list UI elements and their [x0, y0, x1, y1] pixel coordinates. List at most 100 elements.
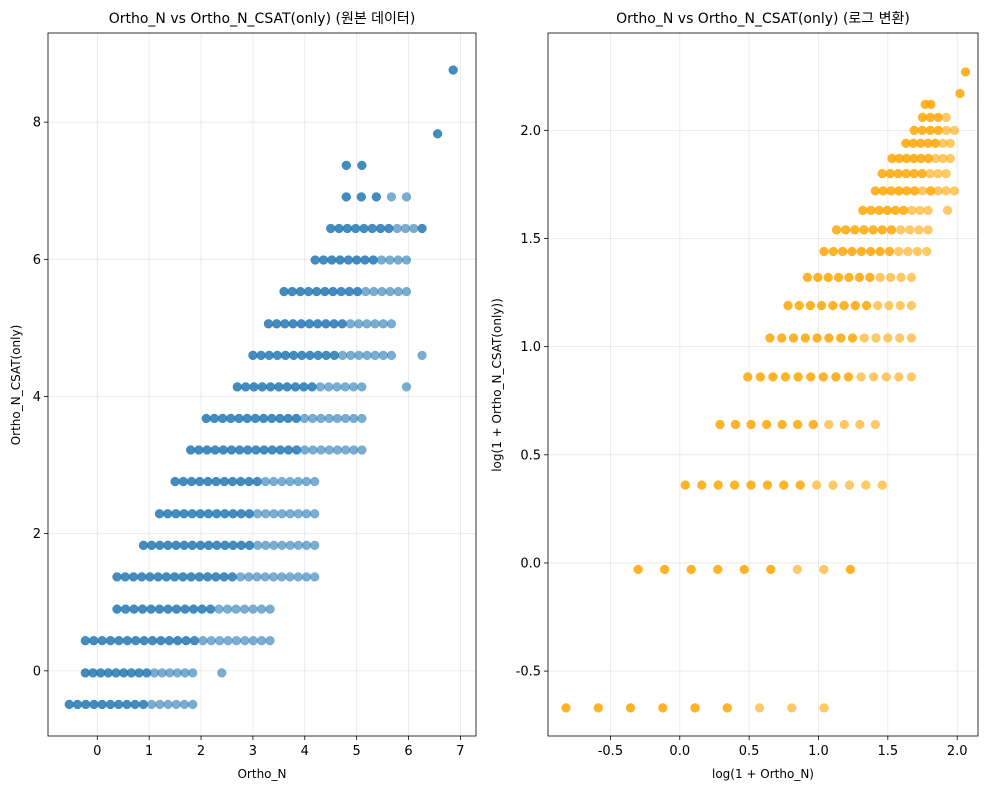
scatter-point [204, 540, 214, 550]
scatter-point [146, 604, 156, 614]
scatter-point [202, 445, 212, 455]
scatter-point [324, 382, 334, 392]
scatter-point [819, 246, 829, 257]
scatter-point [341, 160, 351, 170]
scatter-point [223, 636, 233, 646]
scatter-point [777, 419, 787, 430]
scatter-point [351, 223, 361, 234]
scatter-point [925, 125, 935, 135]
scatter-point [171, 509, 181, 519]
y-tick-label: 4 [33, 390, 41, 405]
scatter-point [256, 350, 266, 360]
scatter-point [926, 186, 936, 196]
scatter-point [359, 223, 369, 234]
scatter-point [828, 246, 838, 257]
scatter-point [843, 372, 854, 382]
scatter-point [260, 572, 270, 582]
scatter-point [188, 668, 198, 678]
scatter-point [340, 382, 350, 392]
scatter-point [295, 286, 305, 297]
scatter-point [945, 138, 955, 148]
scatter-point [291, 413, 301, 424]
scatter-point [730, 419, 741, 430]
scatter-point [283, 445, 294, 455]
scatter-point [163, 509, 173, 519]
scatter-point [209, 413, 220, 424]
scatter-point [274, 382, 284, 392]
scatter-point [315, 382, 325, 392]
scatter-point [762, 480, 772, 490]
scatter-point [746, 419, 756, 430]
scatter-point [265, 382, 276, 392]
scatter-point [261, 509, 271, 519]
scatter-point [348, 382, 359, 392]
scatter-point [868, 225, 878, 235]
scatter-point [231, 604, 241, 614]
scatter-point [282, 382, 292, 392]
scatter-point [145, 572, 155, 582]
scatter-point [384, 223, 394, 234]
scatter-point [812, 333, 822, 343]
scatter-point [310, 540, 320, 550]
scatter-point [265, 636, 275, 646]
scatter-point [901, 169, 911, 179]
scatter-point [660, 564, 670, 575]
scatter-point [163, 699, 173, 710]
scatter-point [226, 445, 237, 455]
scatter-point [903, 246, 913, 257]
scatter-point [248, 350, 258, 360]
y-axis-label-log: log(1 + Ortho_N_CSAT(only)) [490, 298, 504, 472]
scatter-point [788, 333, 799, 343]
scatter-point [231, 636, 242, 646]
scatter-point [369, 286, 379, 297]
scatter-point [304, 319, 315, 329]
scatter-point [285, 509, 295, 519]
scatter-point [340, 413, 351, 424]
x-tick-label: 0 [93, 744, 101, 759]
scatter-point [137, 572, 147, 582]
scatter-point [301, 509, 312, 519]
scatter-point [301, 476, 312, 487]
scatter-point [265, 604, 275, 614]
scatter-point [933, 169, 943, 179]
scatter-point [260, 476, 271, 487]
scatter-point [318, 255, 329, 265]
scatter-point [285, 572, 295, 582]
scatter-point [401, 192, 412, 202]
x-tick-label: 1 [145, 744, 153, 759]
scatter-point [783, 300, 793, 311]
scatter-point [337, 350, 348, 360]
scatter-point [917, 186, 928, 196]
scatter-panel-raw: 0 1 2 3 4 5 6 7 0 2 4 6 8 Ortho_N vs Ortho_N_CSAT(on… [9, 11, 477, 781]
scatter-point [401, 255, 412, 265]
scatter-point [154, 509, 165, 519]
scatter-point [259, 445, 269, 455]
scatter-point [240, 636, 250, 646]
scatter-point [258, 413, 269, 424]
scatter-point [205, 604, 216, 614]
scatter-point [105, 636, 116, 646]
scatter-point [327, 255, 337, 265]
scatter-point [941, 112, 951, 122]
scatter-point [89, 699, 99, 710]
scatter-point [173, 636, 183, 646]
scatter-point [845, 564, 855, 575]
scatter-point [658, 703, 668, 713]
scatter-point [886, 225, 897, 235]
scatter-point [301, 572, 312, 582]
scatter-point [153, 572, 163, 582]
scatter-point [866, 246, 876, 257]
scatter-point [227, 476, 238, 487]
scatter-point [802, 272, 812, 283]
scatter-point [343, 255, 353, 265]
scatter-point [170, 572, 180, 582]
scatter-point [214, 604, 224, 614]
scatter-point [269, 509, 279, 519]
scatter-point [234, 413, 244, 424]
scatter-point [280, 319, 290, 329]
scatter-point [218, 413, 228, 424]
scatter-point [80, 636, 90, 646]
scatter-point [236, 476, 246, 487]
scatter-point [120, 572, 130, 582]
scatter-point [292, 445, 302, 455]
